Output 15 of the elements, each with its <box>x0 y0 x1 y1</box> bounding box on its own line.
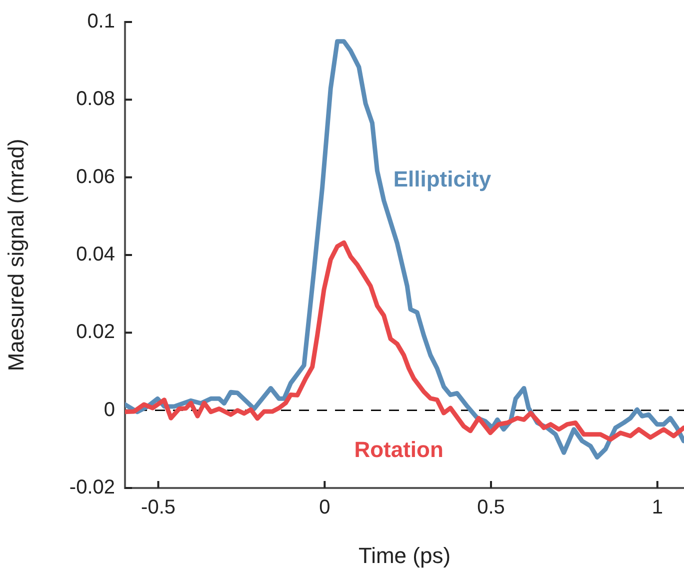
y-tick-label: 0.04 <box>76 244 115 266</box>
x-tick-label: 0.5 <box>477 496 505 519</box>
x-tick-label: 1 <box>652 496 663 519</box>
x-tick-label: -0.5 <box>141 496 176 519</box>
x-tick-label: 0 <box>319 496 330 519</box>
y-tick-label: 0.06 <box>76 166 115 188</box>
x-axis-title: Time (ps) <box>358 542 451 568</box>
y-axis-title: Maesured signal (mrad) <box>3 138 28 372</box>
y-tick-label: 0.08 <box>76 88 115 110</box>
y-tick-label: -0.02 <box>69 476 115 499</box>
y-tick-label: 0 <box>104 398 115 421</box>
series-label: Rotation <box>354 436 444 462</box>
y-tick-label: 0.02 <box>76 321 115 344</box>
series-label: Ellipticity <box>393 166 492 192</box>
y-tick-label: 0.1 <box>87 10 115 33</box>
